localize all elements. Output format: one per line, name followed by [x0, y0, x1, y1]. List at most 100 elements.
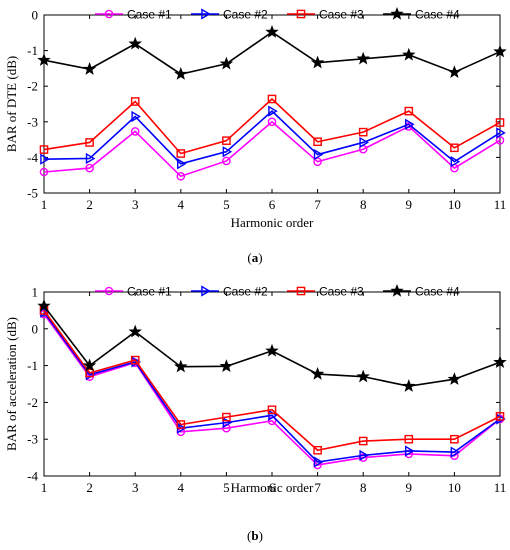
- data-point: [265, 25, 279, 38]
- x-tick-label: 8: [360, 197, 367, 212]
- data-point: [85, 163, 94, 173]
- series-line: [43, 309, 501, 452]
- data-point: [450, 434, 459, 444]
- x-tick-label: 11: [494, 480, 507, 495]
- data-point: [496, 127, 506, 139]
- legend-entry-label: Case #3: [319, 285, 364, 299]
- series-line: [43, 120, 501, 178]
- data-point: [359, 136, 369, 149]
- data-point: [222, 146, 233, 158]
- x-tick-label: 6: [269, 197, 276, 212]
- legend: Case #1 Case #2 Case #3 Case #4: [95, 6, 460, 22]
- plot-area-frame: [43, 14, 501, 194]
- x-tick-label: 11: [494, 197, 507, 212]
- data-point: [130, 127, 140, 136]
- data-point: [356, 369, 370, 383]
- plot-area-frame: [43, 291, 501, 477]
- series-case-2: [40, 306, 506, 468]
- x-tick-label: 4: [178, 197, 185, 212]
- legend-marker: [104, 286, 114, 296]
- x-tick-label: 10: [448, 197, 461, 212]
- legend: Case #1 Case #2 Case #3 Case #4: [95, 283, 460, 299]
- y-tick-label: -1: [27, 358, 38, 373]
- x-tick-label: 1: [41, 197, 48, 212]
- x-tick-label: 5: [223, 197, 230, 212]
- legend-marker: [390, 283, 404, 297]
- data-point: [359, 449, 369, 462]
- legend-entry-label: Case #2: [223, 8, 268, 22]
- data-point: [85, 152, 96, 165]
- data-point: [313, 445, 322, 455]
- x-tick-label: 10: [448, 480, 461, 495]
- y-tick-label: -3: [27, 114, 38, 129]
- data-point: [130, 355, 140, 365]
- data-point: [493, 355, 507, 368]
- data-point: [85, 368, 94, 378]
- data-point: [174, 359, 188, 373]
- y-tick-label: -1: [27, 43, 38, 58]
- y-tick-label: 0: [32, 321, 39, 336]
- data-point: [37, 53, 51, 66]
- legend-entry-label: Case #2: [223, 285, 268, 299]
- data-point: [39, 167, 49, 177]
- legend-marker: [201, 8, 211, 20]
- data-point: [405, 445, 415, 457]
- panel-label: (b): [247, 528, 263, 543]
- data-point: [82, 358, 97, 372]
- x-tick-label: 7: [314, 197, 321, 212]
- y-axis-label: BAR of acceleration (dB): [4, 317, 19, 451]
- legend-marker: [201, 285, 211, 297]
- data-point: [402, 47, 416, 61]
- data-point: [176, 171, 186, 181]
- data-point: [447, 65, 462, 79]
- data-point: [495, 136, 505, 145]
- data-point: [402, 379, 416, 392]
- x-tick-label: 2: [86, 197, 93, 212]
- y-axis-label: BAR of DTE (dB): [4, 56, 19, 152]
- series-line: [43, 31, 501, 75]
- legend-entry-label: Case #4: [415, 8, 460, 22]
- data-point: [450, 446, 461, 458]
- series-line: [43, 311, 501, 463]
- data-point: [39, 145, 49, 154]
- data-point: [313, 137, 322, 147]
- data-point: [130, 97, 140, 106]
- legend-entry-label: Case #1: [127, 8, 172, 22]
- data-point: [495, 412, 505, 421]
- data-point: [176, 420, 186, 429]
- data-point: [495, 118, 505, 127]
- series-case-1: [39, 117, 505, 181]
- legend-marker: [296, 286, 306, 296]
- y-tick-label: 0: [32, 8, 39, 23]
- x-tick-label: 5: [223, 480, 230, 495]
- data-point: [267, 117, 277, 127]
- series-case-3: [39, 94, 505, 158]
- data-point: [265, 343, 279, 357]
- y-tick-label: -4: [27, 150, 38, 165]
- series-line: [43, 97, 501, 155]
- x-tick-label: 2: [86, 480, 93, 495]
- data-point: [310, 55, 325, 69]
- data-point: [404, 106, 414, 116]
- x-tick-label: 3: [132, 197, 139, 212]
- legend-marker: [104, 9, 114, 19]
- data-point: [405, 118, 415, 130]
- panel-label: (a): [247, 250, 262, 265]
- x-tick-label: 3: [132, 480, 139, 495]
- x-tick-label: 1: [41, 480, 48, 495]
- data-point: [177, 158, 187, 170]
- series-line: [43, 313, 501, 466]
- legend-entry-label: Case #3: [319, 8, 364, 22]
- y-tick-label: 1: [32, 285, 39, 300]
- data-point: [219, 359, 234, 373]
- chart-panel-b: 1 2 3 4 5 6 7 8 9 10 11 -4 -3 -2 -1 0 1 Harmonic order BAR…: [4, 283, 507, 543]
- data-point: [174, 67, 188, 80]
- data-point: [404, 434, 414, 444]
- data-point: [310, 367, 325, 380]
- data-point: [358, 436, 368, 446]
- data-point: [267, 405, 277, 415]
- data-point: [313, 148, 324, 161]
- data-point: [82, 62, 97, 75]
- series-case-3: [39, 306, 505, 455]
